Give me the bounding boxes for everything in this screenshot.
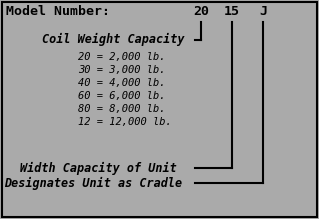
Text: Model Number:: Model Number:: [6, 5, 110, 18]
Text: Coil Weight Capacity: Coil Weight Capacity: [42, 32, 184, 46]
Text: 60 = 6,000 lb.: 60 = 6,000 lb.: [78, 91, 166, 101]
Text: 20: 20: [193, 5, 209, 18]
Text: Width Capacity of Unit: Width Capacity of Unit: [20, 161, 177, 175]
Text: 20 = 2,000 lb.: 20 = 2,000 lb.: [78, 52, 166, 62]
Text: 12 = 12,000 lb.: 12 = 12,000 lb.: [78, 117, 172, 127]
Text: Designates Unit as Cradle: Designates Unit as Cradle: [4, 177, 182, 190]
Text: 40 = 4,000 lb.: 40 = 4,000 lb.: [78, 78, 166, 88]
Text: 15: 15: [224, 5, 240, 18]
Text: 30 = 3,000 lb.: 30 = 3,000 lb.: [78, 65, 166, 75]
Text: J: J: [259, 5, 267, 18]
Text: 80 = 8,000 lb.: 80 = 8,000 lb.: [78, 104, 166, 114]
